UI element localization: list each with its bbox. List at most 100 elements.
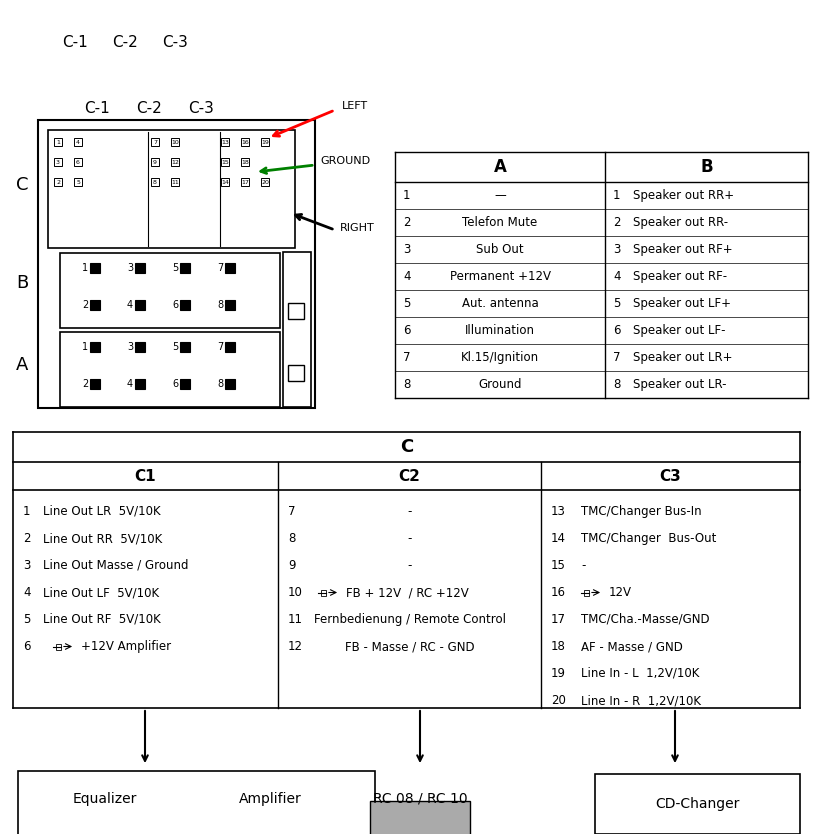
Text: 12V: 12V (609, 586, 632, 599)
Text: 3: 3 (127, 263, 133, 273)
Text: -: - (407, 559, 411, 572)
Text: 5: 5 (613, 297, 620, 310)
Text: 8: 8 (217, 379, 223, 389)
Bar (595, 774, 800, 834)
Bar (225, 379, 235, 389)
Text: 3: 3 (23, 559, 30, 572)
Text: 14: 14 (551, 532, 566, 545)
Text: 4: 4 (127, 379, 133, 389)
Bar (48, 130, 295, 248)
Text: 20: 20 (551, 694, 566, 707)
Bar (90, 342, 100, 352)
Text: 7: 7 (288, 505, 295, 518)
Bar (241, 158, 249, 166)
Bar (54, 138, 62, 146)
Bar (584, 590, 589, 595)
Text: 5: 5 (172, 263, 178, 273)
Bar (135, 300, 145, 310)
Text: Line Out Masse / Ground: Line Out Masse / Ground (43, 559, 189, 572)
Text: 16: 16 (551, 586, 566, 599)
Text: 6: 6 (172, 379, 178, 389)
Bar (56, 644, 61, 650)
Bar (90, 300, 100, 310)
Text: 20: 20 (261, 179, 269, 184)
Text: Speaker out LR-: Speaker out LR- (633, 378, 727, 391)
Text: 10: 10 (171, 139, 179, 144)
Text: C-1: C-1 (62, 34, 88, 49)
Text: C: C (15, 176, 28, 194)
Text: Line In - R  1,2V/10K: Line In - R 1,2V/10K (581, 694, 701, 707)
Text: 6: 6 (172, 300, 178, 310)
Text: 9: 9 (288, 559, 295, 572)
Text: 8: 8 (288, 532, 295, 545)
Text: -: - (407, 505, 411, 518)
Text: Speaker out RR-: Speaker out RR- (633, 216, 728, 229)
Text: 11: 11 (288, 613, 303, 626)
Text: Fernbedienung / Remote Control: Fernbedienung / Remote Control (314, 613, 506, 626)
Text: A: A (15, 356, 28, 374)
Bar (180, 300, 190, 310)
Bar (135, 342, 145, 352)
Text: C-3: C-3 (162, 34, 188, 49)
Text: 18: 18 (551, 640, 566, 653)
Bar (241, 178, 249, 186)
Bar (151, 158, 159, 166)
Text: Line In - L  1,2V/10K: Line In - L 1,2V/10K (581, 667, 699, 680)
Text: Kl.15/Ignition: Kl.15/Ignition (461, 351, 539, 364)
Text: 12: 12 (171, 159, 179, 164)
Bar (135, 263, 145, 273)
Text: 1: 1 (82, 342, 88, 352)
Bar (74, 158, 82, 166)
Text: Speaker out RF-: Speaker out RF- (633, 270, 727, 283)
Text: 1: 1 (403, 189, 411, 202)
Text: 5: 5 (76, 179, 80, 184)
Text: 2: 2 (613, 216, 620, 229)
Text: 12: 12 (288, 640, 303, 653)
Text: 3: 3 (403, 243, 411, 256)
Text: 2: 2 (82, 379, 88, 389)
Text: 11: 11 (171, 179, 179, 184)
Text: 10: 10 (288, 586, 303, 599)
Text: —: — (494, 189, 506, 202)
Bar (241, 138, 249, 146)
Text: 7: 7 (613, 351, 620, 364)
Text: RC 08 / RC 10: RC 08 / RC 10 (372, 791, 467, 805)
Bar (38, 120, 315, 408)
Text: Line Out LR  5V/10K: Line Out LR 5V/10K (43, 505, 161, 518)
Text: 4: 4 (613, 270, 620, 283)
Text: 3: 3 (56, 159, 60, 164)
Text: 4: 4 (403, 270, 411, 283)
Text: 17: 17 (241, 179, 249, 184)
Bar (54, 178, 62, 186)
Text: 2: 2 (56, 179, 60, 184)
Text: CD-Changer: CD-Changer (655, 797, 740, 811)
Text: C2: C2 (398, 469, 420, 484)
Text: C1: C1 (135, 469, 156, 484)
Text: TMC/Cha.-Masse/GND: TMC/Cha.-Masse/GND (581, 613, 710, 626)
Bar (180, 342, 190, 352)
Text: 7: 7 (403, 351, 411, 364)
Bar (180, 379, 190, 389)
Text: 19: 19 (261, 139, 269, 144)
Text: FB - Masse / RC - GND: FB - Masse / RC - GND (345, 640, 474, 653)
Text: 6: 6 (23, 640, 31, 653)
Bar (171, 178, 179, 186)
Text: 8: 8 (217, 300, 223, 310)
Bar (60, 332, 280, 407)
Text: 1: 1 (56, 139, 60, 144)
Text: TMC/Changer  Bus-Out: TMC/Changer Bus-Out (581, 532, 716, 545)
Bar (90, 263, 100, 273)
Text: C3: C3 (659, 469, 681, 484)
Text: 16: 16 (241, 139, 249, 144)
Text: +12V Amplifier: +12V Amplifier (81, 640, 171, 653)
Text: Speaker out RF+: Speaker out RF+ (633, 243, 733, 256)
Text: Sub Out: Sub Out (476, 243, 524, 256)
Text: Speaker out LF-: Speaker out LF- (633, 324, 725, 337)
Text: Amplifier: Amplifier (239, 792, 302, 806)
Text: 3: 3 (613, 243, 620, 256)
Bar (221, 178, 229, 186)
Bar (321, 590, 326, 595)
Text: 19: 19 (551, 667, 566, 680)
Text: 5: 5 (403, 297, 411, 310)
Text: 18: 18 (241, 159, 249, 164)
